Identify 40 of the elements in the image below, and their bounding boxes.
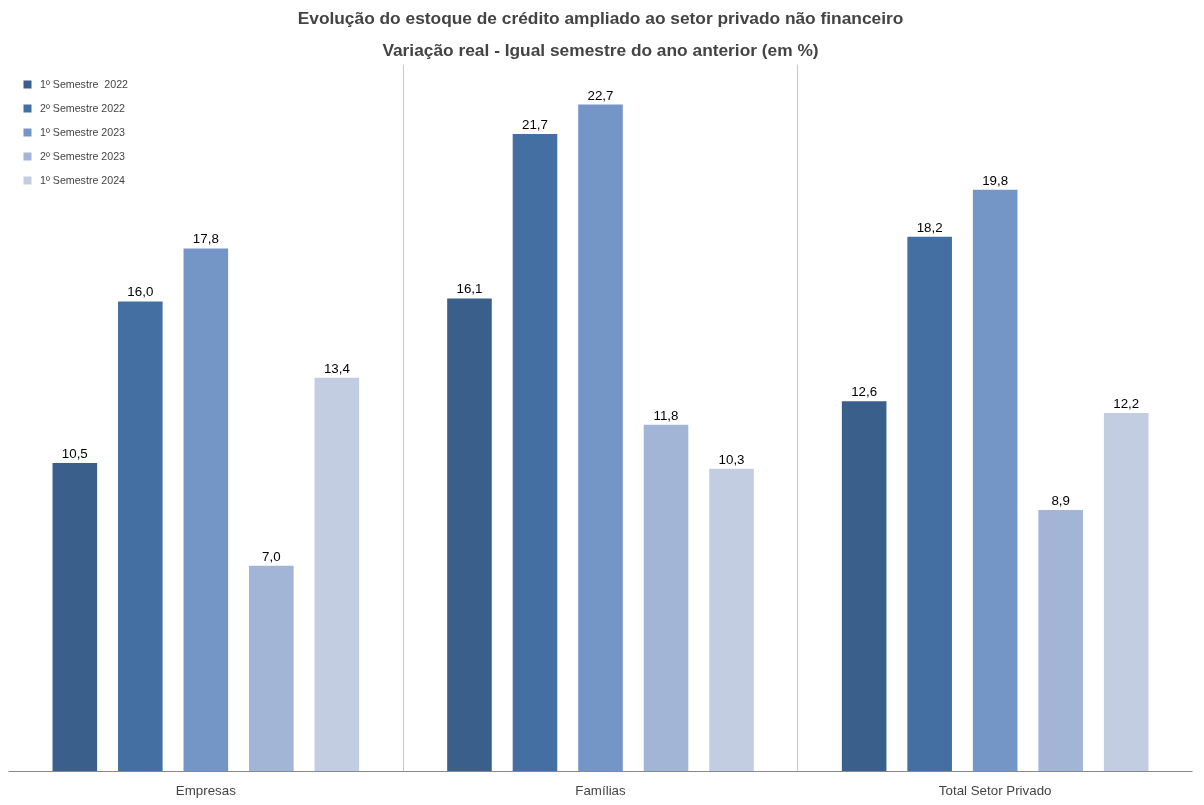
bar: [249, 565, 294, 772]
data-label: 12,6: [851, 384, 878, 400]
bar: [512, 133, 558, 772]
data-label: 17,8: [192, 231, 219, 247]
x-tick-label: Empresas: [175, 782, 237, 798]
bar: [314, 377, 360, 772]
data-label: 12,2: [1113, 396, 1140, 412]
bar: [907, 236, 952, 772]
data-label: 19,8: [982, 172, 1009, 188]
bar: [578, 104, 623, 772]
data-label: 11,8: [653, 407, 679, 423]
data-label: 10,5: [61, 445, 88, 461]
bar: [841, 401, 887, 772]
chart-subtitle: Variação real - Igual semestre do ano anterior (em %): [382, 39, 819, 60]
legend-label: 1º Semestre 2024: [40, 174, 126, 186]
bar: [52, 462, 98, 772]
bar: [447, 298, 492, 772]
data-label: 7,0: [262, 548, 281, 564]
legend-label: 2º Semestre 2023: [40, 150, 126, 162]
data-label: 16,0: [127, 284, 154, 300]
legend-label: 1º Semestre 2022: [40, 78, 129, 90]
data-label: 13,4: [323, 360, 351, 376]
bar: [643, 424, 689, 772]
legend-label: 1º Semestre 2023: [40, 126, 126, 138]
bar: [709, 468, 754, 772]
data-label: 21,7: [522, 116, 548, 132]
data-label: 16,1: [456, 281, 483, 297]
data-label: 10,3: [718, 451, 745, 467]
chart-title: Evolução do estoque de crédito ampliado ao setor privado não financeiro: [297, 7, 904, 28]
x-tick-label: Total Setor Privado: [938, 782, 1052, 798]
data-label: 18,2: [916, 219, 943, 235]
data-label: 22,7: [587, 87, 614, 103]
bar: [118, 301, 163, 772]
data-label: 8,9: [1051, 493, 1070, 508]
legend-label: 2º Semestre 2022: [40, 102, 126, 114]
bar: [183, 248, 229, 772]
bar: [1038, 510, 1083, 772]
bar: [972, 189, 1018, 772]
bar: [1103, 413, 1149, 772]
x-tick-label: Famílias: [575, 782, 627, 798]
